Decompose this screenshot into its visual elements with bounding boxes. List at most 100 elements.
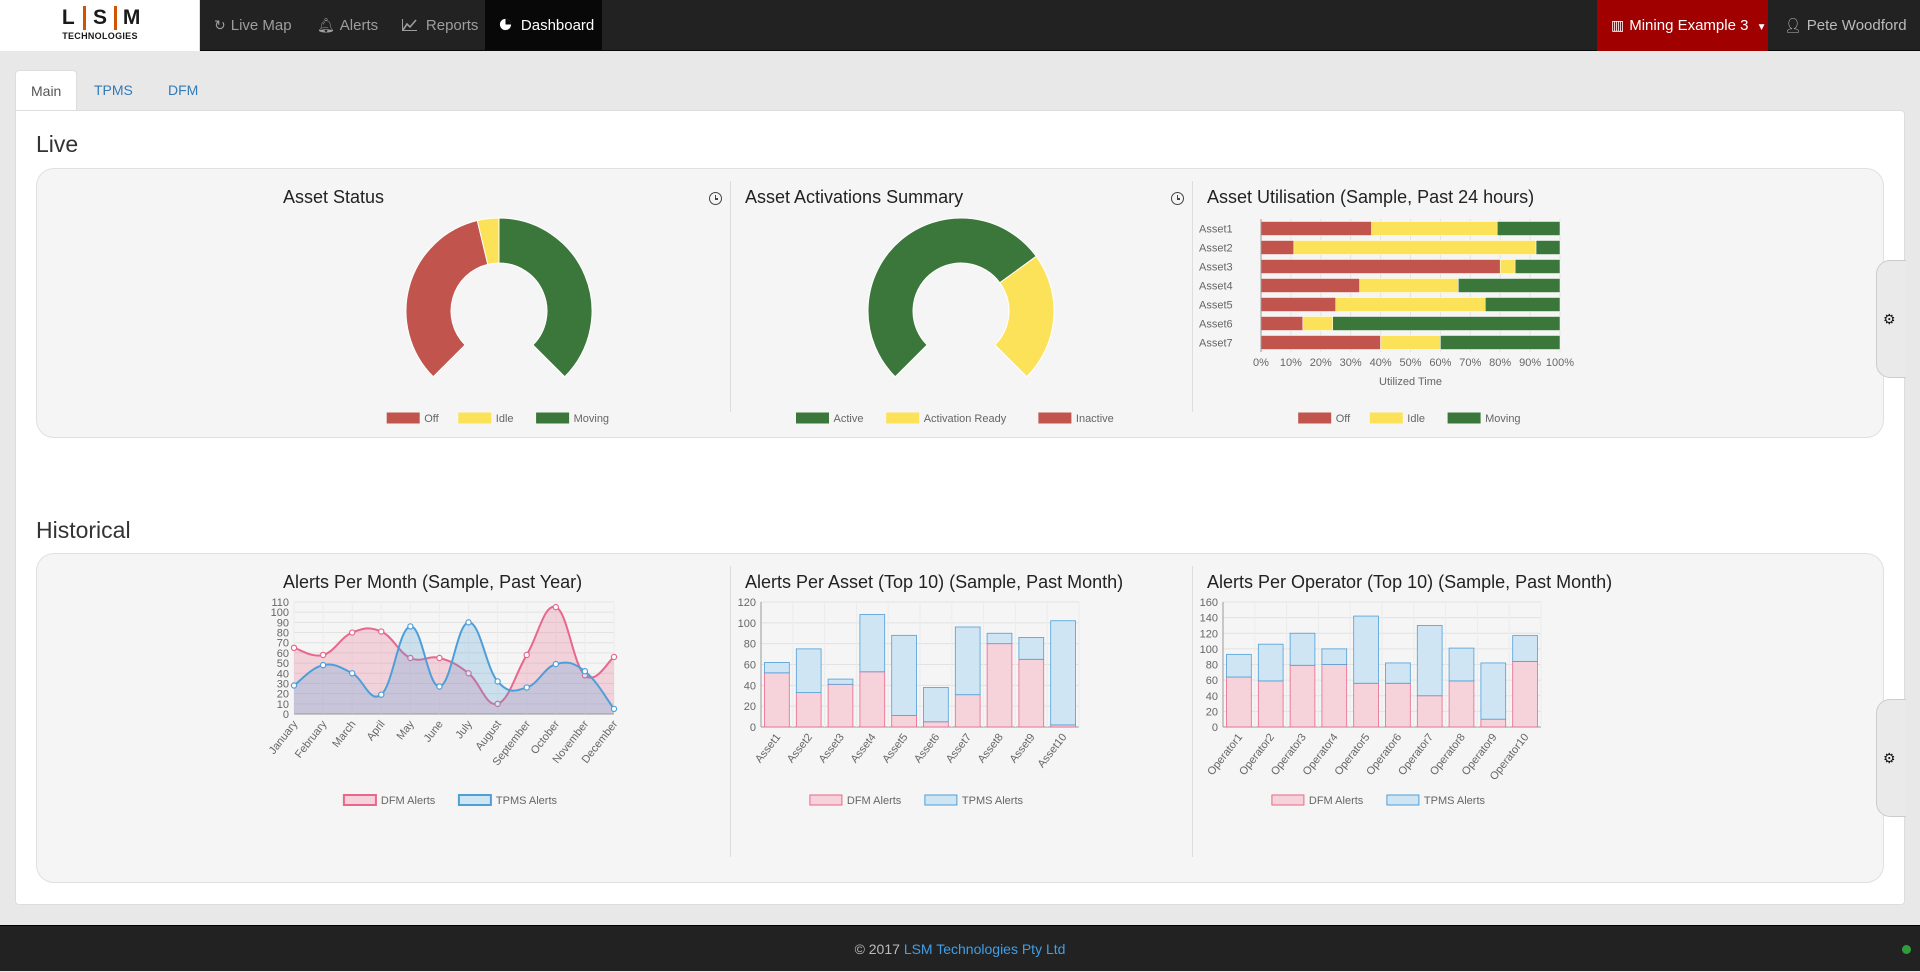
- brand-logo[interactable]: L S M TECHNOLOGIES: [0, 0, 200, 51]
- y-tick-label: 10: [277, 699, 289, 711]
- bar-asset1-off: [1260, 221, 1372, 236]
- legend-label-idle: Idle: [496, 413, 514, 425]
- footer-copyright: © 2017: [854, 941, 900, 957]
- historical-settings-tab[interactable]: ⚙: [1876, 699, 1906, 817]
- tab-panel-main: Live Asset Status Off Idle Moving Asset Ac…: [15, 110, 1906, 905]
- x-tick-label: 30%: [1340, 357, 1362, 369]
- legend-label-moving: Moving: [574, 413, 609, 425]
- x-tick-label: Asset6: [912, 731, 942, 765]
- y-tick-label: 140: [1200, 613, 1218, 625]
- tab-dfm[interactable]: DFM: [168, 82, 199, 98]
- section-title-live: Live: [36, 131, 79, 157]
- bar-asset2-moving: [1535, 240, 1561, 255]
- clock-icon[interactable]: [709, 192, 722, 205]
- bar-asset7-tpms-alerts: [954, 626, 981, 696]
- x-tick-label: 10%: [1280, 357, 1302, 369]
- nav-alerts[interactable]: 🔔︎ Alerts: [303, 0, 392, 51]
- x-tick-label: 90%: [1519, 357, 1541, 369]
- bar-operator2-tpms-alerts: [1257, 643, 1284, 682]
- y-tick-label: Asset5: [1199, 300, 1233, 312]
- pie-chart-icon: [499, 17, 516, 33]
- donut-slice-activation-ready: [994, 255, 1055, 378]
- point-tpms-alerts-september: [523, 684, 530, 691]
- legend-label-dfm-alerts: DFM Alerts: [1309, 795, 1364, 807]
- point-dfm-alerts-january: [290, 644, 298, 652]
- gear-icon: ⚙: [1883, 750, 1896, 766]
- bar-asset6-idle: [1302, 316, 1334, 331]
- bar-asset8-dfm-alerts: [986, 643, 1013, 728]
- bar-operator7-dfm-alerts: [1416, 695, 1443, 728]
- logo-letters: L S M: [54, 6, 146, 30]
- historical-well: Alerts Per Month (Sample, Past Year) 0 10…: [36, 553, 1884, 883]
- legend-swatch-dfm-alerts: [342, 794, 377, 806]
- y-tick-label: 60: [1206, 675, 1218, 687]
- point-dfm-alerts-february: [319, 651, 327, 659]
- nav-dashboard-label: Dashboard: [520, 17, 595, 34]
- y-tick-label: 160: [1200, 597, 1218, 609]
- bar-operator6-dfm-alerts: [1385, 682, 1411, 728]
- bar-asset5-idle: [1335, 297, 1486, 312]
- bar-asset8-tpms-alerts: [986, 632, 1013, 645]
- tab-tpms[interactable]: TPMS: [94, 82, 133, 98]
- x-tick-label: 60%: [1429, 357, 1451, 369]
- y-tick-label: 40: [1206, 691, 1218, 703]
- x-tick-label: Asset3: [817, 731, 847, 765]
- legend-label-inactive: Inactive: [1076, 413, 1114, 425]
- footer-company-link[interactable]: LSM Technologies Pty Ltd: [903, 941, 1066, 957]
- y-tick-label: 120: [1200, 628, 1218, 640]
- bell-icon: 🔔︎: [317, 17, 335, 33]
- gear-icon: ⚙: [1883, 311, 1896, 327]
- nav-reports[interactable]: Reports: [388, 0, 492, 51]
- legend-label-dfm-alerts: DFM Alerts: [381, 795, 436, 807]
- bar-operator10-tpms-alerts: [1512, 635, 1538, 662]
- legend-swatch-tpms-alerts: [924, 794, 958, 806]
- bar-operator6-tpms-alerts: [1385, 662, 1411, 684]
- nav-live-map[interactable]: ↻ Live Map: [200, 0, 306, 51]
- y-tick-label: 80: [744, 639, 756, 651]
- bar-operator3-tpms-alerts: [1289, 632, 1316, 666]
- refresh-icon: ↻: [214, 17, 226, 33]
- legend-swatch-activation-ready: [886, 412, 920, 424]
- chart-title-asset-status: Asset Status: [283, 187, 385, 207]
- connection-status-dot: [1902, 945, 1911, 954]
- logo-subtitle: TECHNOLOGIES: [62, 31, 138, 41]
- legend-label-dfm-alerts: DFM Alerts: [847, 795, 902, 807]
- y-tick-label: 0: [750, 722, 756, 734]
- x-tick-label: March: [330, 718, 358, 749]
- point-dfm-alerts-december: [610, 653, 618, 661]
- bar-operator10-dfm-alerts: [1512, 660, 1538, 728]
- site-selector-dropdown[interactable]: ▥ Mining Example 3 ▼: [1597, 0, 1768, 51]
- point-tpms-alerts-december: [610, 705, 618, 713]
- bar-asset5-tpms-alerts: [891, 634, 917, 716]
- legend-label-active: Active: [834, 413, 864, 425]
- user-menu[interactable]: 👤︎ Pete Woodford: [1770, 0, 1920, 51]
- y-tick-label: 80: [1206, 660, 1218, 672]
- point-tpms-alerts-may: [407, 623, 414, 630]
- asset-utilisation-chart: 0% 10% 20% 30% 40% 50% 60% 70% 80% 90% 100% Asset1 A…: [1199, 219, 1574, 425]
- y-tick-label: 60: [744, 660, 756, 672]
- bar-asset3-off: [1260, 259, 1501, 274]
- point-dfm-alerts-march: [348, 629, 356, 636]
- y-tick-label: 100: [1200, 644, 1218, 656]
- y-tick-label: 0: [1212, 722, 1218, 734]
- point-tpms-alerts-march: [348, 670, 356, 677]
- bar-asset1-moving: [1496, 221, 1561, 236]
- nav-dashboard[interactable]: Dashboard: [485, 0, 602, 51]
- live-settings-tab[interactable]: ⚙: [1876, 260, 1906, 378]
- point-tpms-alerts-october: [552, 660, 560, 668]
- chart-title-alerts-per-month: Alerts Per Month (Sample, Past Year): [283, 572, 583, 592]
- legend-swatch-inactive: [1038, 412, 1072, 424]
- clock-icon[interactable]: [1171, 192, 1184, 205]
- tab-main[interactable]: Main: [15, 70, 77, 111]
- live-well: Asset Status Off Idle Moving Asset Activat…: [36, 168, 1884, 438]
- y-tick-label: Asset3: [1199, 262, 1233, 274]
- logo-letter-s: S: [93, 6, 108, 29]
- x-tick-label: Asset1: [753, 731, 783, 765]
- x-tick-label: August: [473, 718, 504, 752]
- dashboard-card: Main TPMS DFM Live Asset Status Off Idle M…: [15, 70, 1906, 905]
- point-tpms-alerts-august: [494, 678, 501, 685]
- point-tpms-alerts-february: [319, 661, 327, 669]
- bar-asset5-off: [1260, 297, 1336, 312]
- bar-asset3-tpms-alerts: [827, 678, 854, 685]
